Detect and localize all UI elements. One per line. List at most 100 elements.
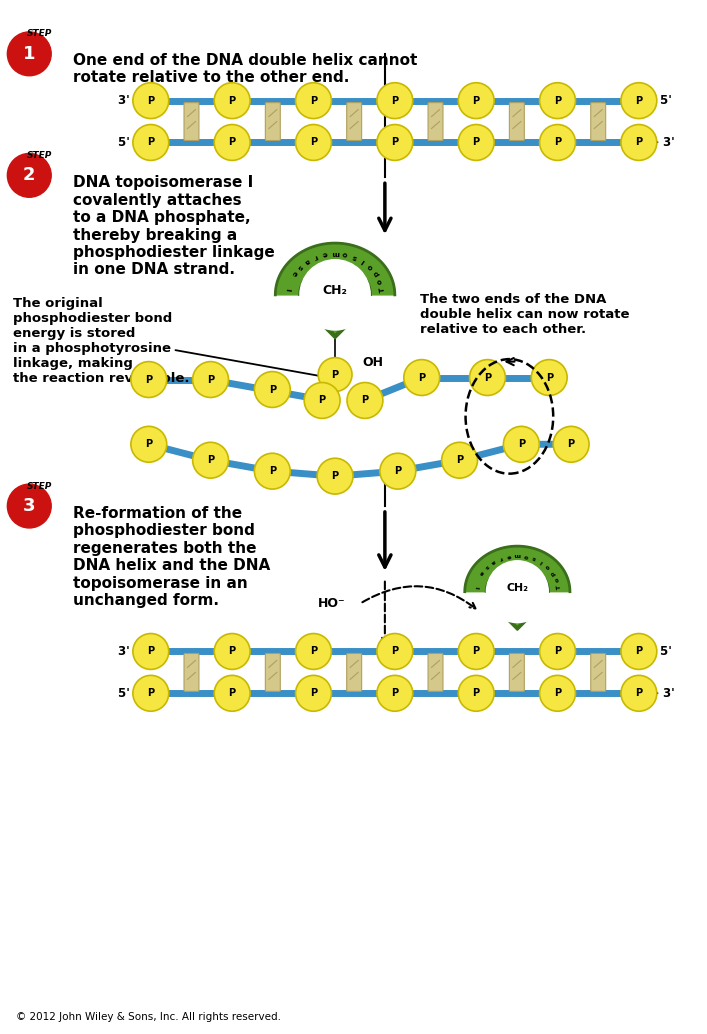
Text: P: P <box>554 95 561 105</box>
Text: T: T <box>556 585 562 589</box>
FancyBboxPatch shape <box>184 653 199 692</box>
FancyBboxPatch shape <box>509 653 525 692</box>
Circle shape <box>131 362 167 397</box>
Text: P: P <box>636 689 643 698</box>
FancyBboxPatch shape <box>428 102 443 141</box>
Text: P: P <box>484 372 491 383</box>
Text: DNA topoisomerase I
covalently attaches
to a DNA phosphate,
thereby breaking a
p: DNA topoisomerase I covalently attaches … <box>73 176 275 277</box>
Text: 3' -: 3' - <box>118 645 139 658</box>
Text: o: o <box>377 278 384 284</box>
Text: P: P <box>310 95 317 105</box>
Text: p: p <box>550 570 557 576</box>
Text: - 5': - 5' <box>651 645 672 658</box>
Text: P: P <box>546 372 553 383</box>
Text: P: P <box>636 95 643 105</box>
Text: s: s <box>296 263 303 270</box>
Text: P: P <box>391 689 399 698</box>
Circle shape <box>377 83 413 119</box>
Polygon shape <box>275 243 395 295</box>
Text: I: I <box>284 288 291 292</box>
Text: P: P <box>310 646 317 657</box>
Circle shape <box>214 124 250 160</box>
Text: P: P <box>568 439 575 450</box>
Text: P: P <box>332 472 339 481</box>
Circle shape <box>377 675 413 711</box>
Text: a: a <box>490 558 496 565</box>
Circle shape <box>377 634 413 669</box>
Text: s: s <box>351 253 358 261</box>
Circle shape <box>7 153 51 197</box>
Text: P: P <box>228 138 235 148</box>
Text: e: e <box>290 270 298 277</box>
Circle shape <box>296 124 332 160</box>
Text: i: i <box>539 559 544 565</box>
Text: P: P <box>554 138 561 148</box>
Text: 5' -: 5' - <box>118 687 139 700</box>
Text: o: o <box>366 263 374 271</box>
Circle shape <box>539 634 575 669</box>
Text: P: P <box>332 369 339 379</box>
Text: P: P <box>228 646 235 657</box>
Circle shape <box>133 634 169 669</box>
Circle shape <box>133 83 169 119</box>
Text: e: e <box>322 250 328 257</box>
Text: p: p <box>373 270 380 277</box>
Text: P: P <box>361 395 368 405</box>
Polygon shape <box>464 546 570 591</box>
FancyBboxPatch shape <box>591 102 606 141</box>
Text: a: a <box>303 257 311 265</box>
Circle shape <box>404 360 440 395</box>
Text: The original
phosphodiester bond
energy is stored
in a phosphotyrosine
linkage, : The original phosphodiester bond energy … <box>13 297 190 385</box>
Text: P: P <box>228 95 235 105</box>
Text: P: P <box>395 466 402 477</box>
FancyBboxPatch shape <box>346 653 362 692</box>
Circle shape <box>296 83 332 119</box>
Text: P: P <box>145 374 153 385</box>
Circle shape <box>133 124 169 160</box>
Circle shape <box>539 124 575 160</box>
Circle shape <box>192 362 228 397</box>
Text: s: s <box>483 564 489 570</box>
Text: P: P <box>269 385 276 395</box>
Circle shape <box>133 675 169 711</box>
Text: o: o <box>545 564 551 570</box>
Circle shape <box>486 560 548 622</box>
Text: STEP: STEP <box>27 482 52 490</box>
Text: HO⁻: HO⁻ <box>318 598 346 610</box>
Text: 5' -: 5' - <box>118 136 139 149</box>
Circle shape <box>458 83 494 119</box>
Circle shape <box>296 634 332 669</box>
Text: © 2012 John Wiley & Sons, Inc. All rights reserved.: © 2012 John Wiley & Sons, Inc. All right… <box>16 1012 281 1022</box>
Text: s: s <box>532 555 537 561</box>
Circle shape <box>539 83 575 119</box>
Text: P: P <box>554 646 561 657</box>
Text: o: o <box>523 553 529 558</box>
Text: P: P <box>456 455 463 465</box>
Circle shape <box>318 358 352 392</box>
Text: P: P <box>391 646 399 657</box>
Circle shape <box>214 83 250 119</box>
Polygon shape <box>500 592 535 631</box>
Text: STEP: STEP <box>27 29 52 38</box>
FancyBboxPatch shape <box>346 102 362 141</box>
Text: P: P <box>636 138 643 148</box>
Text: STEP: STEP <box>27 151 52 160</box>
Circle shape <box>7 484 51 528</box>
Circle shape <box>296 675 332 711</box>
Text: P: P <box>472 138 480 148</box>
Text: r: r <box>498 555 503 560</box>
Text: P: P <box>472 646 480 657</box>
FancyBboxPatch shape <box>591 653 606 692</box>
Text: r: r <box>313 253 319 261</box>
FancyBboxPatch shape <box>184 102 199 141</box>
Circle shape <box>503 426 539 462</box>
Circle shape <box>458 675 494 711</box>
Text: P: P <box>310 689 317 698</box>
Circle shape <box>300 260 370 330</box>
Circle shape <box>553 426 589 462</box>
Text: P: P <box>391 95 399 105</box>
FancyBboxPatch shape <box>265 102 280 141</box>
Text: P: P <box>518 439 525 450</box>
Text: P: P <box>147 95 154 105</box>
Text: I: I <box>473 586 478 588</box>
